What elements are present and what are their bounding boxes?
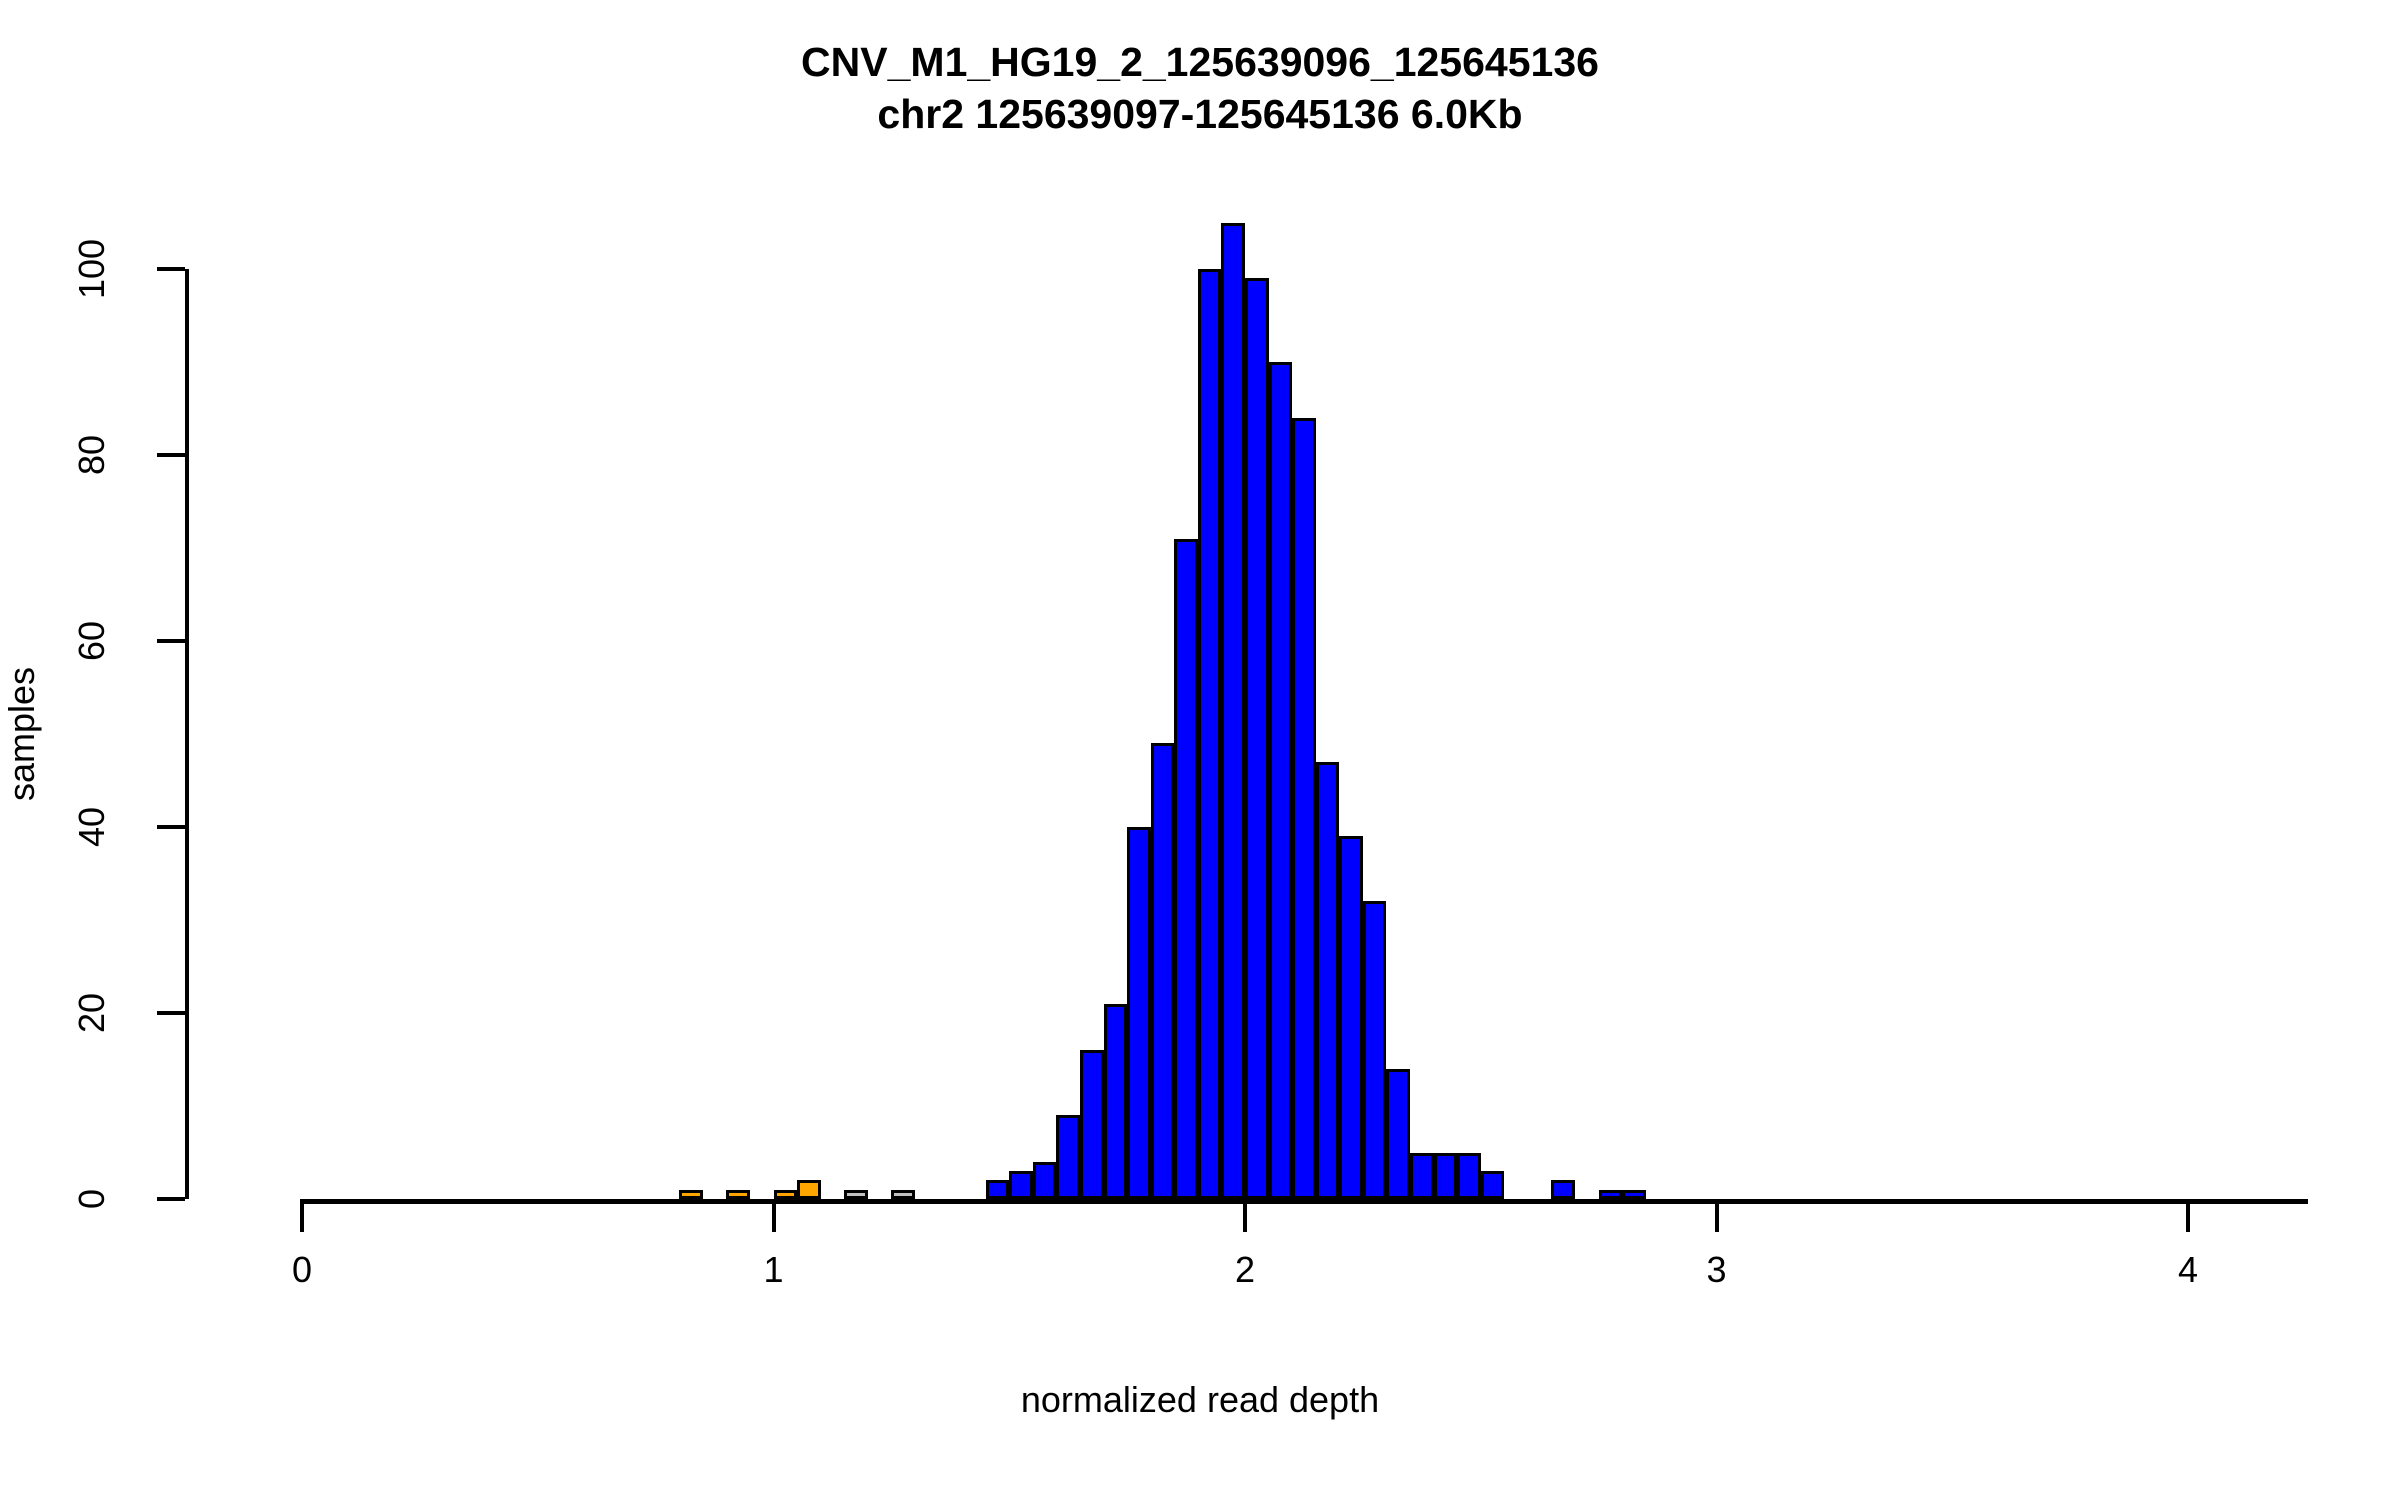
x-axis-tick — [2186, 1204, 2190, 1232]
x-axis-tick — [300, 1204, 304, 1232]
y-axis-tick — [157, 267, 185, 271]
histogram-bar — [1598, 1189, 1623, 1199]
histogram-bar — [1386, 1068, 1410, 1199]
y-axis-tick-label: 100 — [71, 238, 112, 300]
y-axis-tick — [157, 1011, 185, 1015]
y-axis-tick-label: 80 — [71, 434, 112, 476]
histogram-bar — [1268, 362, 1293, 1199]
histogram-bar — [1457, 1152, 1481, 1199]
histogram-bar — [1480, 1171, 1505, 1199]
x-axis-tick-label: 3 — [1706, 1249, 1727, 1290]
x-axis-tick — [771, 1204, 776, 1232]
histogram-bar — [844, 1189, 868, 1199]
histogram-bar — [1174, 538, 1198, 1199]
x-axis-tick — [1714, 1204, 1719, 1232]
histogram-bar — [1197, 269, 1222, 1199]
x-axis-line — [300, 1199, 2308, 1204]
y-axis-tick — [157, 639, 185, 643]
histogram-bar — [797, 1180, 821, 1199]
histogram-bar — [1079, 1050, 1104, 1199]
chart-title: CNV_M1_HG19_2_125639096_125645136 — [801, 39, 1599, 85]
histogram-bar — [985, 1180, 1010, 1199]
histogram-bar — [773, 1189, 798, 1199]
x-axis-tick-label: 1 — [763, 1249, 784, 1290]
y-axis-tick-label: 0 — [71, 1188, 112, 1210]
histogram-bar — [1551, 1180, 1576, 1199]
x-axis-tick-label: 0 — [291, 1249, 313, 1290]
histogram-bar — [1032, 1161, 1057, 1199]
x-axis-label: normalized read depth — [1020, 1379, 1380, 1420]
y-axis-line — [185, 269, 189, 1199]
histogram-bar — [1009, 1171, 1033, 1199]
histogram-bar — [726, 1189, 750, 1199]
x-axis-tick-label: 2 — [1234, 1249, 1256, 1290]
histogram-bar — [1056, 1115, 1080, 1199]
histogram-bar — [1292, 417, 1316, 1199]
histogram-bar — [1221, 222, 1245, 1199]
histogram-bar — [891, 1189, 915, 1199]
histogram-bar — [1362, 901, 1387, 1199]
histogram-bar — [1433, 1152, 1458, 1199]
histogram-bar — [1127, 827, 1151, 1199]
y-axis-tick-label: 60 — [71, 620, 112, 662]
histogram-bar — [1339, 836, 1363, 1199]
chart-title-block: CNV_M1_HG19_2_125639096_125645136 chr2 1… — [0, 42, 2400, 135]
chart-subtitle: chr2 125639097-125645136 6.0Kb — [877, 91, 1523, 137]
histogram-bar — [1622, 1189, 1646, 1199]
x-axis-tick — [1243, 1204, 1247, 1232]
histogram-bar — [1150, 743, 1175, 1199]
histogram-bar — [1410, 1152, 1434, 1199]
y-axis-tick-label: 20 — [71, 992, 112, 1034]
histogram-bar — [1315, 761, 1340, 1199]
histogram-bar — [1245, 278, 1269, 1199]
y-axis-tick — [157, 453, 185, 457]
histogram-bar — [679, 1189, 703, 1199]
y-axis-tick-label: 40 — [71, 806, 112, 848]
y-axis-label: samples — [1, 666, 42, 802]
y-axis-tick — [157, 825, 185, 829]
y-axis-tick — [157, 1197, 185, 1201]
x-axis-tick-label: 4 — [2177, 1249, 2199, 1290]
histogram-bar — [1103, 1003, 1128, 1199]
